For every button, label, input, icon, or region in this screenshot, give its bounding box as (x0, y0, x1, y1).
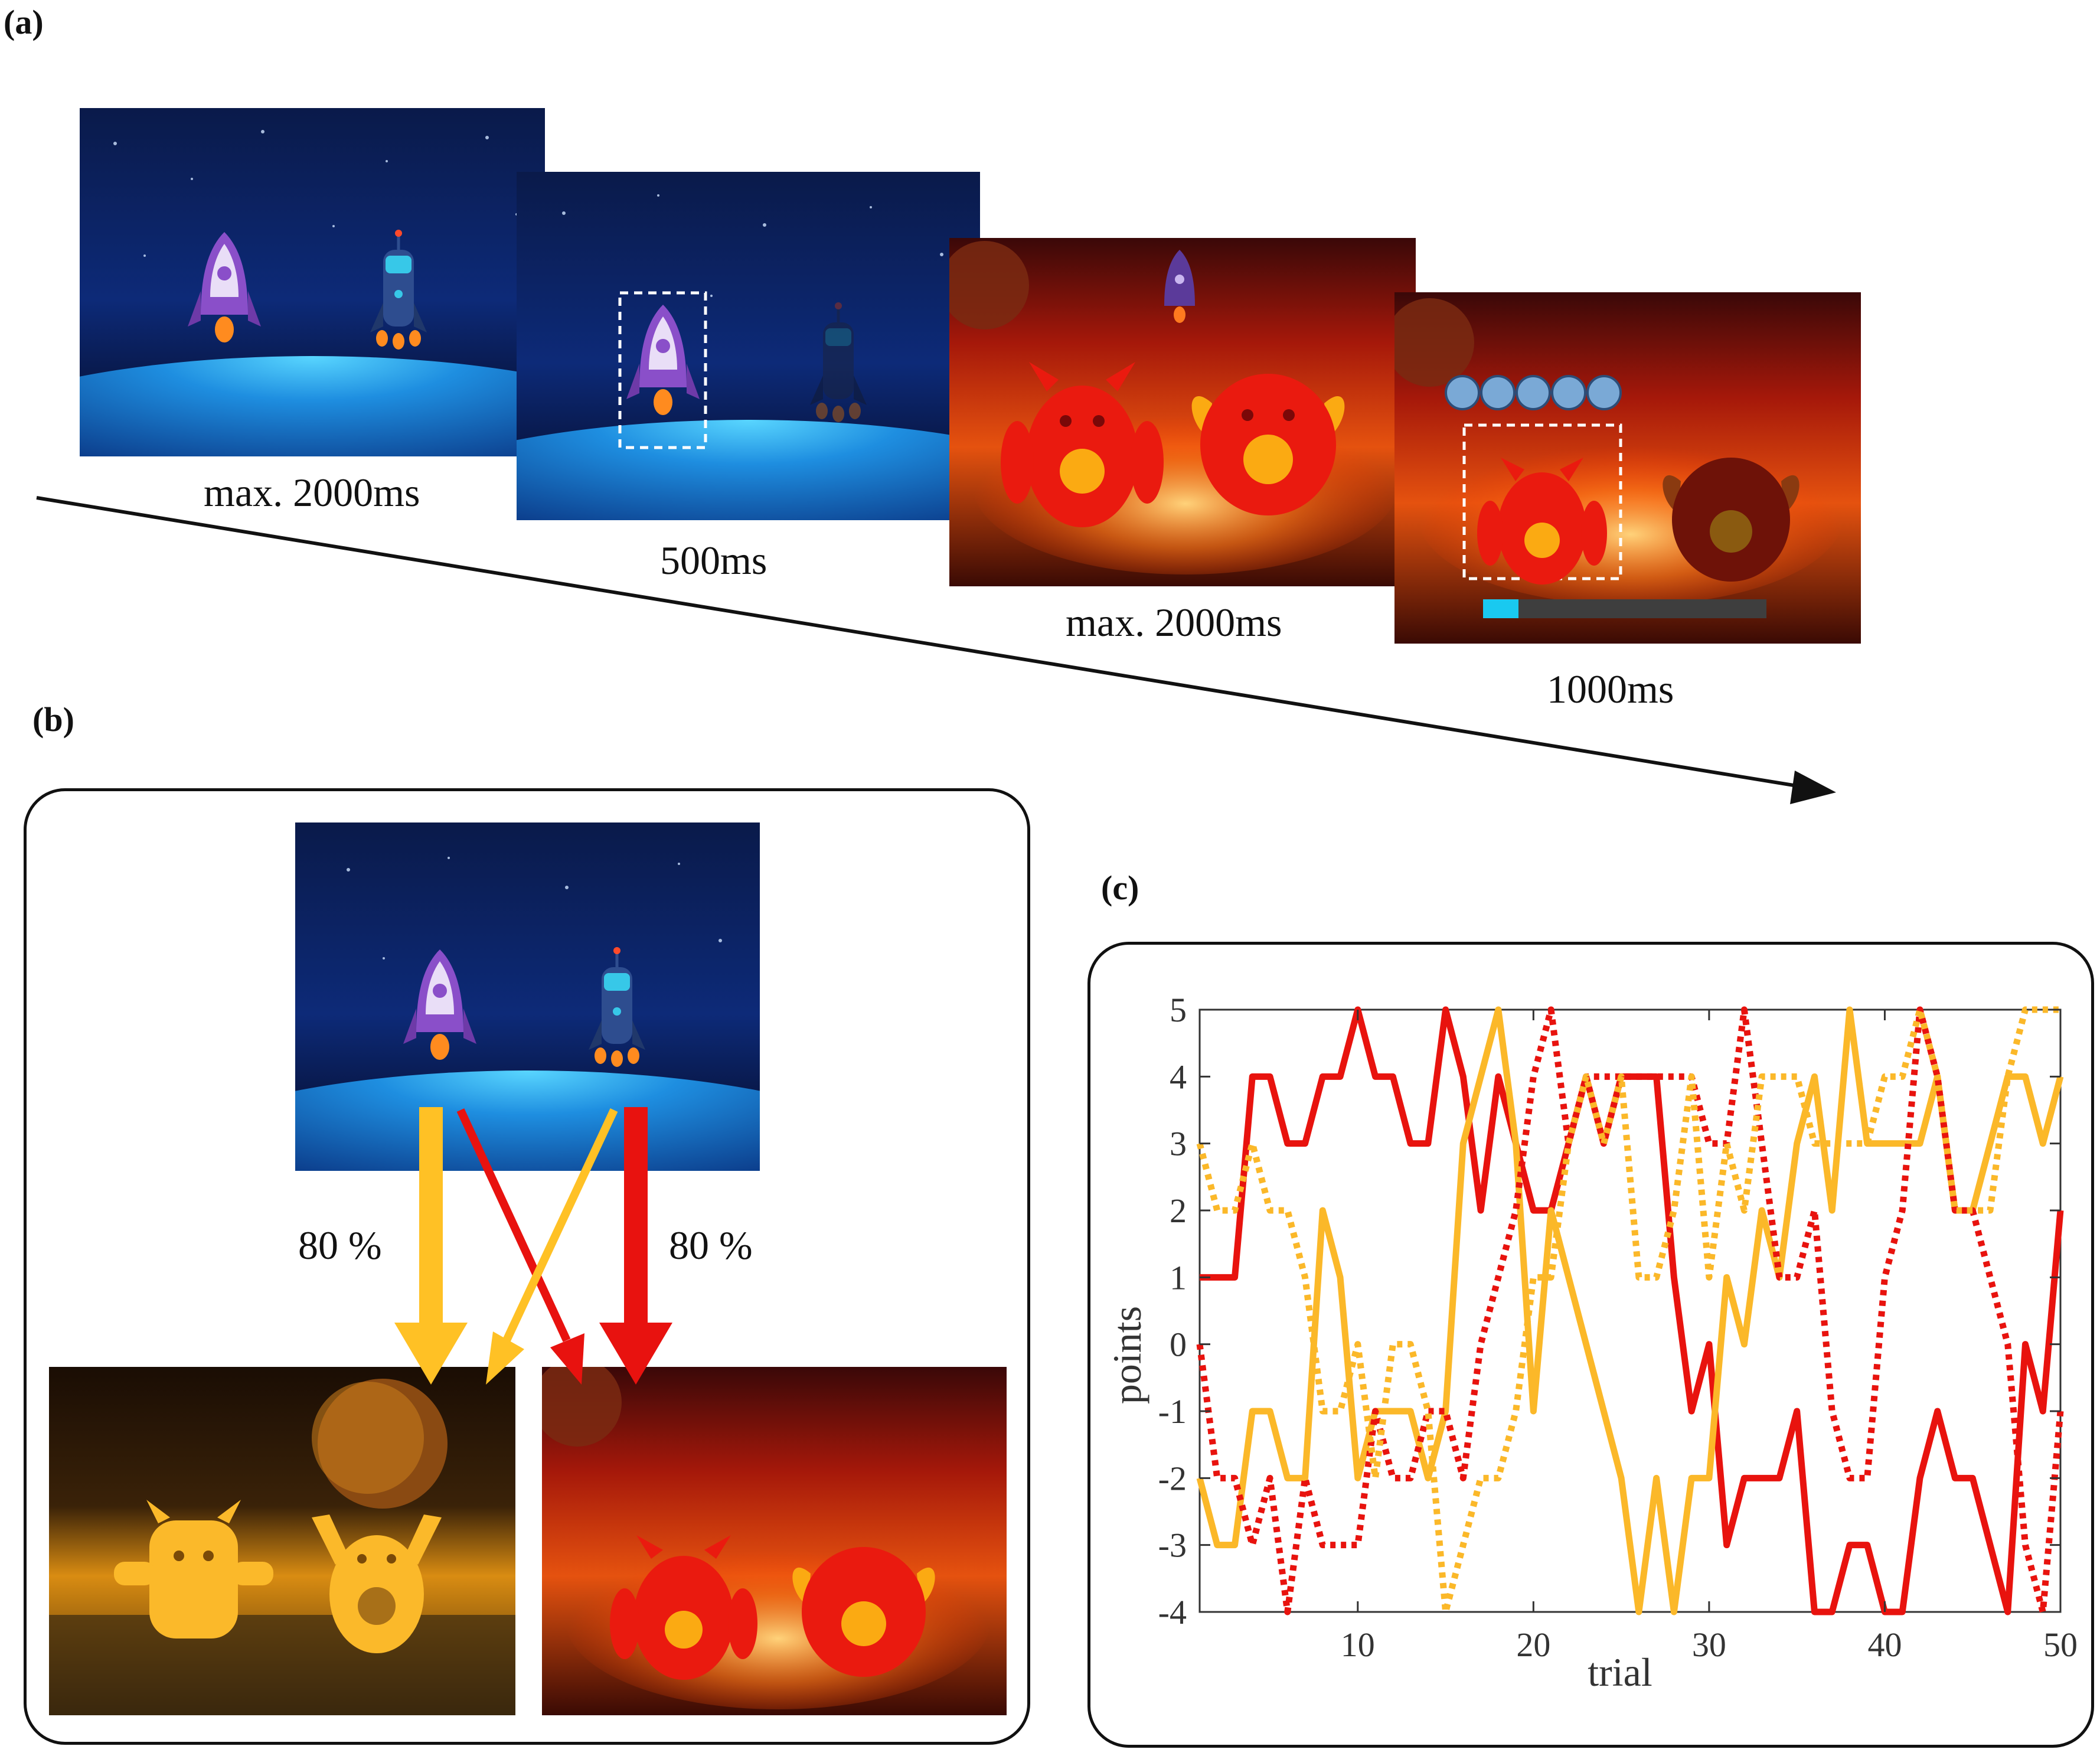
yellow-alien-icon (312, 1515, 442, 1653)
y-tick-label: -2 (1158, 1459, 1187, 1497)
y-tick-label: 5 (1170, 991, 1187, 1029)
yellow-planet-scene (49, 1367, 515, 1715)
arrow-blue-to-red-common (599, 1107, 672, 1385)
x-tick-label: 10 (1341, 1626, 1375, 1664)
trial-frame-reward (1394, 292, 1861, 644)
red-alien-icon (792, 1547, 935, 1677)
trial-frame-alien-choice (949, 238, 1416, 586)
common-transition-label-yellow: 80 % (298, 1223, 382, 1268)
transition-arrows (394, 1107, 672, 1385)
progress-bar-track (1483, 599, 1766, 618)
y-tick-label: 2 (1170, 1192, 1187, 1230)
red-alien-icon (1001, 362, 1164, 527)
blue-rocket-icon (589, 947, 645, 1067)
purple-rocket-icon (403, 949, 476, 1060)
arrow-blue-to-yellow-rare (486, 1108, 618, 1385)
common-transition-label-red: 80 % (669, 1223, 753, 1268)
trial-frame-space-choice (80, 108, 545, 456)
frame-3-duration: max. 2000ms (1066, 600, 1282, 645)
red-alien-icon (610, 1535, 757, 1680)
frame-1-duration: max. 2000ms (204, 470, 420, 515)
x-axis-label: trial (1588, 1650, 1652, 1695)
panel-a-label: (a) (4, 3, 44, 41)
x-tick-label: 40 (1867, 1626, 1902, 1664)
panel-c-label: (c) (1101, 869, 1139, 907)
series-line-3-dotted (1196, 1006, 2064, 1615)
panel-b-frame (24, 788, 1030, 1745)
y-tick-label: 4 (1170, 1057, 1187, 1096)
arrow-purple-to-red-rare (456, 1108, 584, 1385)
x-tick-label: 50 (2043, 1626, 2078, 1664)
x-tick-label: 30 (1692, 1626, 1726, 1664)
red-alien-icon (1191, 374, 1345, 515)
time-arrow (36, 496, 1836, 804)
frame-4-duration: 1000ms (1547, 667, 1674, 711)
series-line-2-solid (1196, 1006, 2064, 1615)
reward-coins (1445, 375, 1622, 410)
trial-frame-rocket-selected (517, 172, 980, 520)
purple-rocket-icon (188, 232, 261, 342)
y-tick-label: 1 (1170, 1258, 1187, 1297)
selection-box (618, 291, 707, 449)
y-tick-label: -1 (1158, 1392, 1187, 1431)
panel-b-label: (b) (32, 700, 74, 739)
red-planet-scene (542, 1367, 1007, 1715)
y-tick-label: 3 (1170, 1125, 1187, 1163)
arrow-purple-to-yellow-common (394, 1107, 468, 1385)
y-tick-label: 0 (1170, 1326, 1187, 1364)
yellow-alien-icon (114, 1500, 273, 1639)
progress-bar-fill (1483, 599, 1518, 618)
y-axis-label: points (1105, 1306, 1149, 1404)
x-tick-label: 20 (1516, 1626, 1550, 1664)
frame-2-duration: 500ms (660, 538, 768, 583)
y-tick-label: -4 (1158, 1593, 1187, 1631)
blue-rocket-icon (370, 230, 427, 350)
small-rocket-icon (1164, 250, 1195, 323)
panel-c-frame (1087, 942, 2094, 1748)
y-tick-label: -3 (1158, 1526, 1187, 1565)
